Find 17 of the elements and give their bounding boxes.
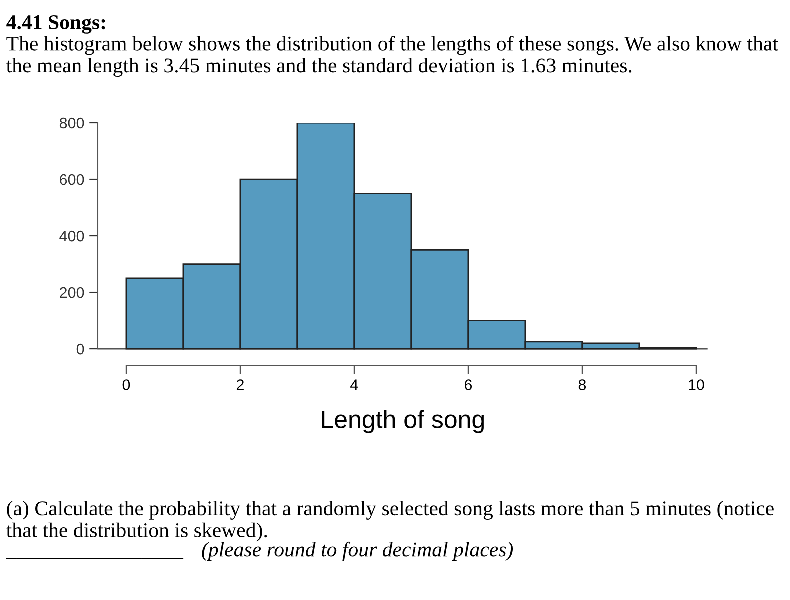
x-axis-title: Length of song bbox=[322, 410, 484, 434]
x-tick-label: 4 bbox=[350, 380, 358, 390]
y-tick-label: 400 bbox=[60, 230, 84, 242]
chart-title: 4.41 Songs: bbox=[6, 16, 106, 34]
text: _________________ bbox=[6, 558, 184, 560]
x-tick-label: 8 bbox=[578, 380, 586, 390]
y-tick-label: 600 bbox=[60, 174, 84, 186]
chart-subtitle: The histogram below shows the distribution of the lengths of these songs. We also know that the mean length is 3.45 minutes and the standard deviation is 1.63 minutes. bbox=[6, 36, 778, 78]
x-tick-label: 0 bbox=[122, 380, 130, 390]
y-tick-label: 200 bbox=[60, 287, 84, 298]
text: (a) Calculate the probability that a randomly selected song lasts more than 5 minutes (notice that the distribution is skewed). bbox=[6, 501, 774, 542]
y-tick-label: 800 bbox=[60, 118, 84, 129]
x-tick-label: 6 bbox=[464, 380, 472, 390]
text: (please round to four decimal places) bbox=[202, 542, 514, 561]
x-tick-label: 2 bbox=[236, 380, 244, 390]
x-tick-label: 10 bbox=[689, 380, 704, 390]
y-tick-label: 0 bbox=[76, 344, 84, 355]
